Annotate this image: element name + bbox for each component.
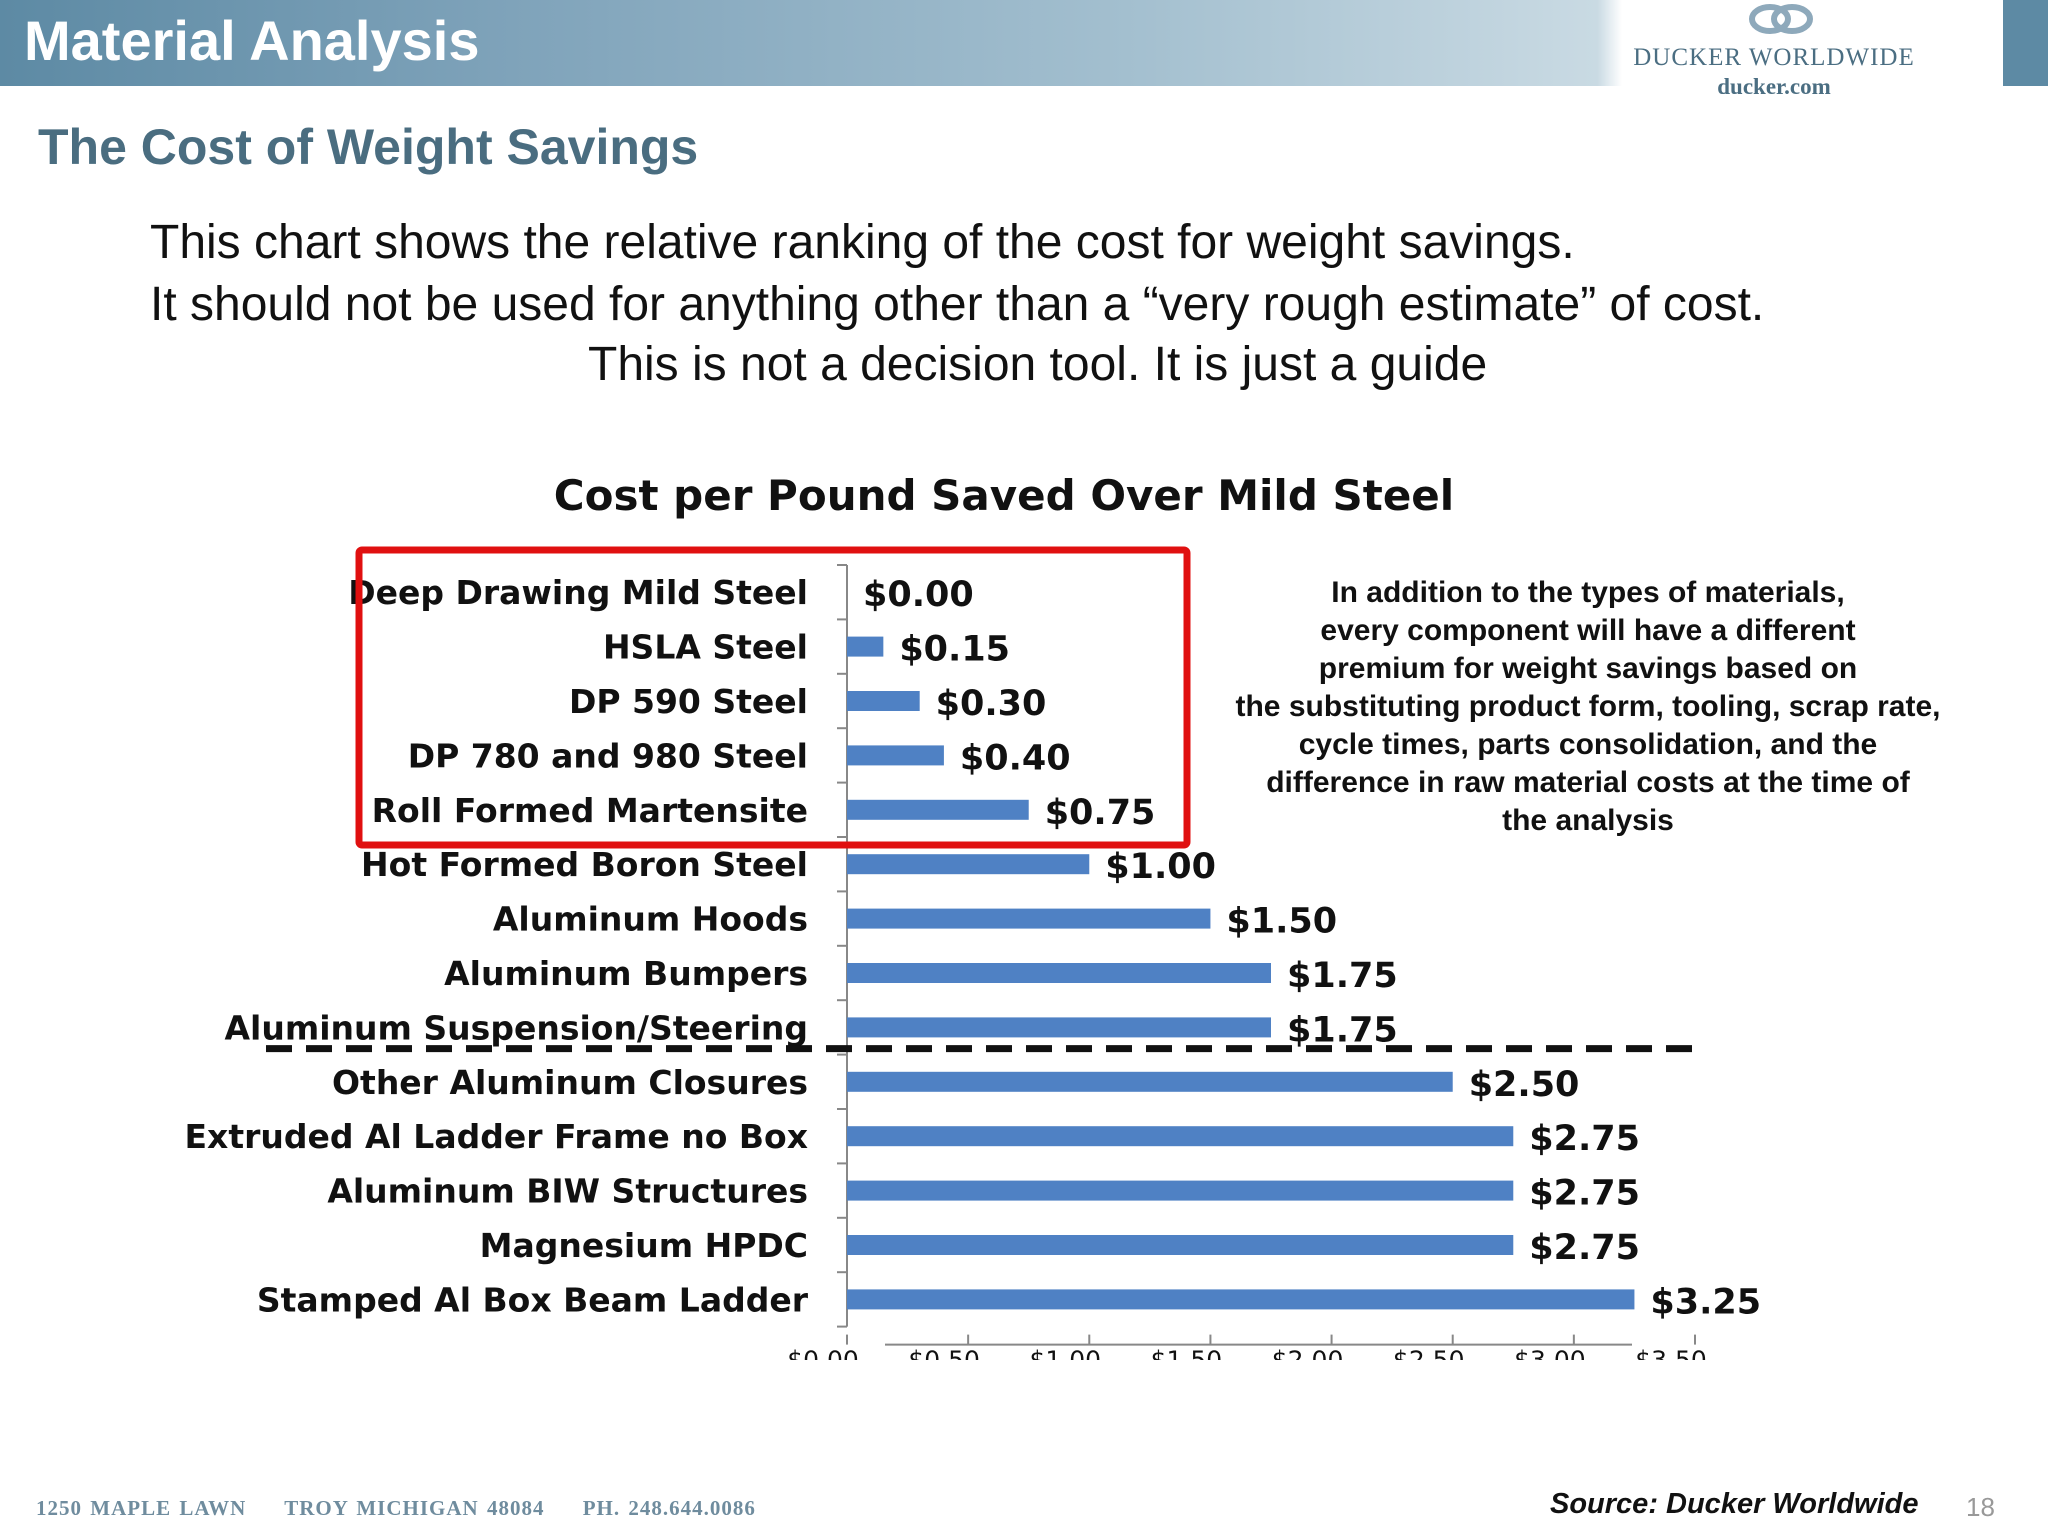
x-tick-label: $3.50 xyxy=(1635,1346,1707,1360)
bar xyxy=(847,799,1029,820)
category-label: DP 780 and 980 Steel xyxy=(408,736,808,775)
x-tick-label: $0.50 xyxy=(908,1346,980,1360)
intro-text: This chart shows the relative ranking of… xyxy=(150,212,2048,396)
category-label: Other Aluminum Closures xyxy=(332,1063,808,1102)
footer-address: 1250 MAPLE LAWN TROY MICHIGAN 48084 PH. … xyxy=(36,1496,786,1521)
data-label: $3.25 xyxy=(1650,1282,1761,1322)
category-label: Deep Drawing Mild Steel xyxy=(348,573,808,612)
data-label: $2.50 xyxy=(1469,1065,1580,1105)
x-tick-label: $2.00 xyxy=(1272,1346,1344,1360)
bar xyxy=(847,691,920,711)
category-label: Magnesium HPDC xyxy=(480,1226,808,1265)
category-label: Aluminum Suspension/Steering xyxy=(225,1008,808,1047)
side-note: In addition to the types of materials, ev… xyxy=(1208,574,1968,840)
note-line: the analysis xyxy=(1502,804,1674,837)
data-label: $0.40 xyxy=(960,738,1071,778)
bar xyxy=(847,1289,1635,1310)
bar xyxy=(847,854,1090,875)
x-tick-label: $0.00 xyxy=(787,1346,859,1360)
category-label: DP 590 Steel xyxy=(569,682,808,721)
cost-bar-chart: Cost per Pound Saved Over Mild Steel Deep… xyxy=(184,471,1761,1360)
data-label: $0.75 xyxy=(1045,793,1156,833)
x-tick-label: $2.50 xyxy=(1393,1346,1465,1360)
data-label: $0.00 xyxy=(863,575,974,615)
chart-title: Cost per Pound Saved Over Mild Steel xyxy=(554,471,1454,520)
data-label: $1.75 xyxy=(1287,1010,1398,1050)
category-label: Roll Formed Martensite xyxy=(372,791,808,830)
note-line: the substituting product form, tooling, … xyxy=(1235,690,1941,723)
data-label: $2.75 xyxy=(1529,1119,1640,1159)
intro-line-3: This is not a decision tool. It is just … xyxy=(588,338,1488,391)
category-label: HSLA Steel xyxy=(603,628,808,667)
x-tick-label: $1.00 xyxy=(1029,1346,1101,1360)
category-label: Stamped Al Box Beam Ladder xyxy=(257,1280,809,1319)
bar xyxy=(847,1017,1271,1038)
category-label: Aluminum BIW Structures xyxy=(327,1172,808,1211)
data-label: $1.00 xyxy=(1105,847,1216,887)
data-label: $0.30 xyxy=(936,684,1047,724)
page-number: 18 xyxy=(1966,1492,1995,1522)
data-label: $1.75 xyxy=(1287,956,1398,996)
slide-subtitle: The Cost of Weight Savings xyxy=(38,119,699,175)
note-line: In addition to the types of materials, xyxy=(1331,576,1845,609)
intro-line-2: It should not be used for anything other… xyxy=(150,278,1765,331)
bar xyxy=(847,908,1211,929)
data-label: $2.75 xyxy=(1529,1174,1640,1214)
category-label: Aluminum Hoods xyxy=(493,900,808,939)
intro-line-1: This chart shows the relative ranking of… xyxy=(150,216,1575,269)
bar xyxy=(847,1180,1514,1201)
bar xyxy=(847,636,884,657)
footer-city: TROY MICHIGAN 48084 xyxy=(284,1496,545,1520)
category-label: Hot Formed Boron Steel xyxy=(361,845,808,884)
bar xyxy=(847,963,1271,983)
company-logo: DUCKER WORLDWIDE ducker.com xyxy=(1588,0,1960,104)
note-line: difference in raw material costs at the … xyxy=(1266,766,1910,799)
footer-phone: PH. 248.644.0086 xyxy=(582,1496,756,1520)
note-line: cycle times, parts consolidation, and th… xyxy=(1298,728,1878,761)
header-title: Material Analysis xyxy=(24,9,480,72)
highlight-box xyxy=(355,546,1191,849)
header-bar: Material Analysis xyxy=(0,0,2048,86)
data-label: $1.50 xyxy=(1226,902,1337,942)
category-label: Aluminum Bumpers xyxy=(444,954,808,993)
logo-name: DUCKER WORLDWIDE xyxy=(1633,44,1915,71)
bar xyxy=(847,1071,1453,1092)
category-label: Extruded Al Ladder Frame no Box xyxy=(184,1117,808,1156)
bar xyxy=(847,745,944,766)
data-label: $0.15 xyxy=(899,630,1010,670)
note-line: every component will have a different xyxy=(1320,614,1856,647)
x-tick-label: $3.00 xyxy=(1514,1346,1586,1360)
source-credit: Source: Ducker Worldwide xyxy=(1550,1488,1919,1520)
logo-icon xyxy=(1749,4,1813,34)
bar xyxy=(847,1235,1514,1255)
bar xyxy=(847,1126,1514,1147)
data-label: $2.75 xyxy=(1529,1228,1640,1268)
x-tick-label: $1.50 xyxy=(1151,1346,1223,1360)
note-line: premium for weight savings based on xyxy=(1318,652,1858,685)
logo-url: ducker.com xyxy=(1717,74,1831,99)
footer-street: 1250 MAPLE LAWN xyxy=(36,1496,247,1520)
